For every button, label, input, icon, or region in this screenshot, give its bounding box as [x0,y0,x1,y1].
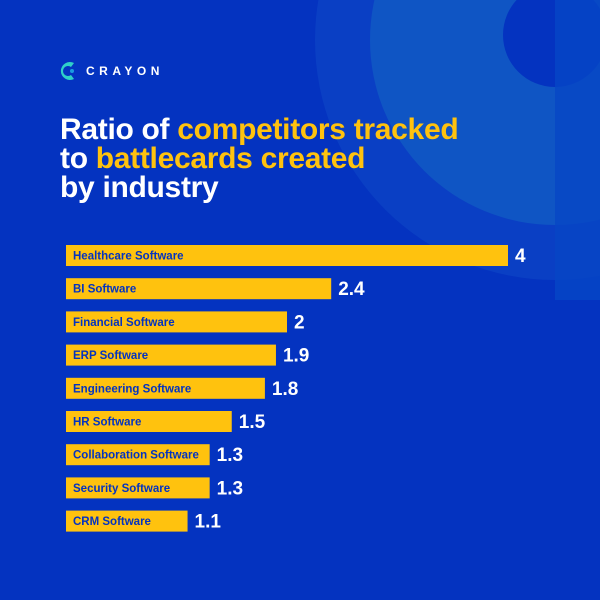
value-label: 2 [294,312,305,333]
crayon-logo-icon [60,62,74,80]
category-label: Engineering Software [73,383,191,395]
category-label: Security Software [73,483,170,495]
logo-text: CRAYON [86,64,164,78]
title-text: by industry [60,171,219,204]
value-label: 1.3 [217,478,243,499]
category-label: ERP Software [73,350,148,362]
title-text: Ratio of [60,113,178,146]
value-label: 2.4 [338,279,365,300]
value-label: 1.8 [272,379,298,400]
category-label: HR Software [73,417,141,429]
chart-title: Ratio of competitors tracked to battleca… [60,113,459,204]
bar [66,311,287,333]
title-highlight: competitors tracked [177,113,459,146]
value-label: 1.1 [195,512,222,533]
category-label: Healthcare Software [73,251,184,263]
category-label: CRM Software [73,516,151,528]
value-label: 1.5 [239,412,266,433]
category-label: Financial Software [73,317,175,329]
bar [66,477,210,499]
bar [66,278,332,300]
bar [66,510,188,532]
bar [66,411,232,432]
bar [66,444,210,466]
category-label: Collaboration Software [73,450,199,462]
bar [66,245,508,266]
crayon-logo: CRAYON [60,61,164,81]
bar [66,344,276,366]
title-highlight: battlecards created [95,142,366,175]
value-label: 4 [515,246,526,267]
value-label: 1.3 [217,445,243,466]
value-label: 1.9 [283,346,309,367]
decor-band [555,0,600,300]
category-label: BI Software [73,284,136,296]
title-text: to [60,142,96,175]
bar [66,377,265,399]
